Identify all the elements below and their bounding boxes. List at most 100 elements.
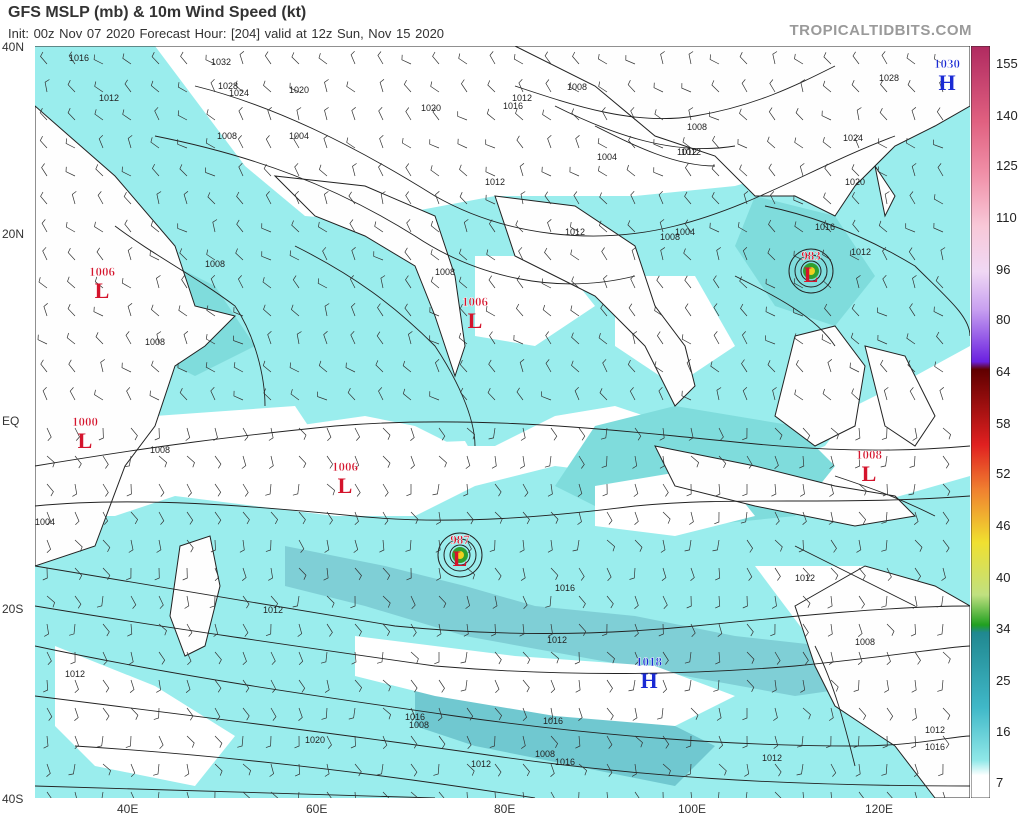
wind-barb [351, 107, 356, 121]
wind-barb [828, 707, 834, 721]
wind-barb [856, 107, 862, 121]
wind-barb [939, 387, 945, 401]
wind-barb [69, 387, 76, 401]
high-pressure-marker: H [938, 70, 955, 95]
wind-barb [379, 79, 385, 93]
wind-barb [209, 595, 216, 608]
wind-barb [459, 192, 468, 205]
wind-barb [71, 191, 77, 205]
isobar-label: 1008 [409, 720, 429, 730]
wind-barb [653, 82, 664, 93]
wind-barb [74, 567, 83, 581]
wind-barb [628, 303, 636, 317]
wind-barb [520, 735, 526, 749]
wind-barb [401, 54, 412, 65]
isobar-label: 1020 [289, 85, 309, 95]
wind-barb [936, 107, 944, 121]
wind-barb [571, 276, 580, 289]
wind-barb [794, 389, 804, 401]
wind-barb [210, 275, 216, 289]
wind-barb [460, 79, 468, 93]
wind-barb [516, 135, 524, 149]
colorbar-label: 125 [996, 158, 1018, 173]
wind-barb [935, 276, 944, 289]
wind-barb [410, 623, 417, 637]
wind-barb [660, 247, 666, 261]
wind-barb [354, 567, 362, 581]
wind-barb [773, 707, 778, 721]
wind-barb [774, 651, 781, 665]
wind-barb [186, 651, 192, 665]
isobar-label: 1008 [855, 637, 875, 647]
wind-barb [606, 511, 613, 525]
wind-barb [519, 623, 525, 637]
wind-barb [458, 276, 468, 289]
wind-barb [410, 791, 419, 798]
wind-barb [405, 191, 412, 205]
wind-barb [121, 278, 132, 289]
wind-barb [627, 359, 636, 373]
wind-barb [625, 55, 636, 65]
wind-barb [709, 111, 720, 121]
wind-barb [830, 427, 840, 440]
wind-barb [713, 331, 720, 345]
wind-barb [263, 304, 272, 317]
pressure-value: 1030 [934, 56, 960, 71]
wind-barb [718, 455, 727, 469]
wind-barb [690, 791, 692, 798]
wind-barb [886, 623, 895, 636]
wind-barb [909, 191, 916, 205]
wind-barb [802, 651, 809, 665]
wind-barb [354, 791, 356, 798]
wind-barb [718, 735, 724, 749]
wind-barb [94, 221, 104, 233]
wind-barb [158, 455, 168, 468]
wind-barb [298, 651, 304, 665]
wind-barb [858, 791, 864, 798]
wind-barb [265, 191, 272, 205]
colorbar-label: 64 [996, 364, 1011, 379]
wind-barb [494, 679, 500, 693]
wind-barb [403, 79, 412, 93]
low-pressure-marker: L [468, 308, 483, 333]
isobar-label: 1008 [150, 445, 170, 455]
wind-barb [298, 511, 306, 525]
wind-barb [457, 111, 468, 121]
wind-barb [542, 304, 552, 317]
wind-barb [46, 455, 55, 468]
wind-barb [242, 623, 249, 637]
wind-barb [237, 135, 244, 149]
wind-barb [768, 219, 776, 233]
wind-barb [742, 427, 748, 441]
wind-barb [910, 623, 916, 637]
wind-barb [626, 164, 636, 177]
wind-barb [519, 539, 525, 553]
wind-barb [382, 623, 391, 637]
wind-barb [578, 427, 586, 441]
wind-barb [942, 651, 951, 664]
wind-barb [429, 139, 440, 149]
wind-barb [906, 53, 916, 65]
wind-barb [602, 359, 608, 373]
wind-barb [102, 763, 112, 776]
wind-barb [126, 483, 132, 497]
wind-barb [96, 595, 104, 608]
wind-barb [354, 511, 359, 525]
lat-label-40n: 40N [2, 40, 25, 54]
wind-barb [547, 623, 553, 637]
wind-barb [746, 455, 753, 469]
wind-barb [827, 595, 833, 609]
wind-barb [716, 707, 722, 721]
wind-barb [460, 651, 468, 664]
wind-barb [126, 567, 132, 581]
wind-barb [824, 163, 832, 177]
wind-barb [298, 567, 307, 580]
wind-barb [569, 166, 580, 177]
wind-barb [485, 166, 496, 177]
wind-barb [681, 83, 692, 93]
wind-barb [262, 277, 272, 289]
wind-barb [42, 387, 48, 401]
wind-barb [432, 483, 440, 496]
wind-barb [858, 567, 866, 581]
wind-barb [601, 107, 608, 121]
